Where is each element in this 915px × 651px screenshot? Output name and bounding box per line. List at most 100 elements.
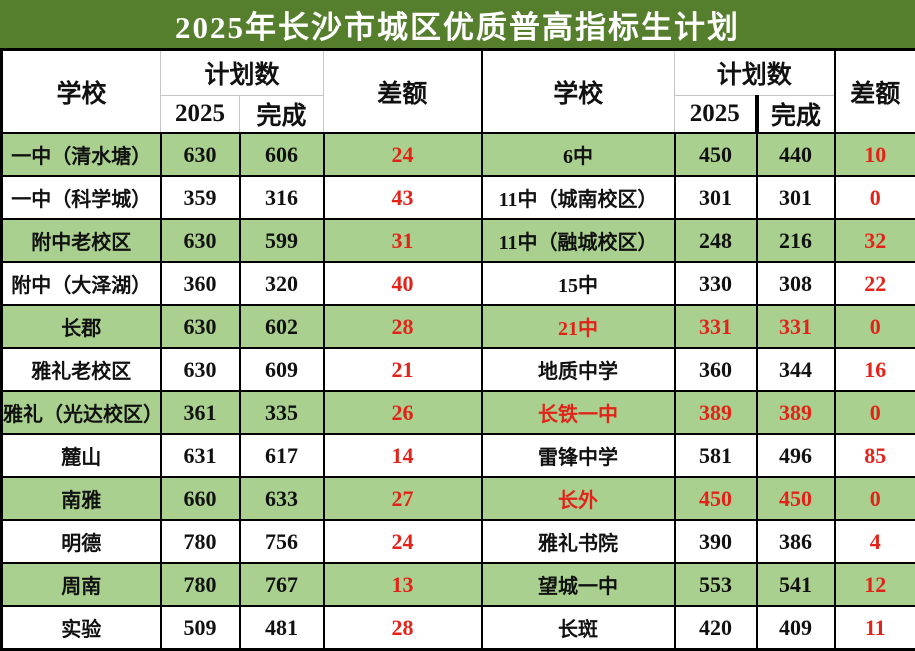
diff-cell: 4 [835, 520, 915, 563]
value-cell: 630 [161, 348, 240, 391]
value-cell: 331 [757, 305, 835, 348]
diff-cell: 12 [835, 563, 915, 606]
value-cell: 630 [161, 219, 240, 262]
value-cell: 633 [240, 477, 324, 520]
value-cell: 335 [240, 391, 324, 434]
school-cell: 明德 [2, 520, 161, 563]
value-cell: 581 [675, 434, 757, 477]
school-cell: 附中（大泽湖） [2, 262, 161, 305]
school-cell: 南雅 [2, 477, 161, 520]
value-cell: 450 [675, 133, 757, 176]
value-cell: 450 [675, 477, 757, 520]
value-cell: 330 [675, 262, 757, 305]
header-done-left: 完成 [240, 96, 324, 134]
value-cell: 553 [675, 563, 757, 606]
value-cell: 331 [675, 305, 757, 348]
diff-cell: 26 [324, 391, 482, 434]
school-cell: 21中 [482, 305, 675, 348]
header-school-right: 学校 [482, 50, 675, 134]
value-cell: 756 [240, 520, 324, 563]
value-cell: 389 [675, 391, 757, 434]
value-cell: 248 [675, 219, 757, 262]
value-cell: 320 [240, 262, 324, 305]
school-cell: 一中（科学城） [2, 176, 161, 219]
value-cell: 630 [161, 133, 240, 176]
school-cell: 6中 [482, 133, 675, 176]
value-cell: 599 [240, 219, 324, 262]
value-cell: 301 [675, 176, 757, 219]
header-plan-right: 计划数 [675, 50, 835, 96]
value-cell: 301 [757, 176, 835, 219]
school-cell: 长斑 [482, 606, 675, 650]
header-year-left: 2025 [161, 96, 240, 134]
diff-cell: 10 [835, 133, 915, 176]
value-cell: 602 [240, 305, 324, 348]
diff-cell: 24 [324, 133, 482, 176]
value-cell: 509 [161, 606, 240, 650]
value-cell: 496 [757, 434, 835, 477]
value-cell: 390 [675, 520, 757, 563]
school-cell: 雅礼（光达校区） [2, 391, 161, 434]
diff-cell: 28 [324, 305, 482, 348]
diff-cell: 16 [835, 348, 915, 391]
diff-cell: 21 [324, 348, 482, 391]
value-cell: 409 [757, 606, 835, 650]
value-cell: 606 [240, 133, 324, 176]
value-cell: 630 [161, 305, 240, 348]
diff-cell: 0 [835, 391, 915, 434]
header-year-right: 2025 [675, 96, 757, 134]
diff-cell: 27 [324, 477, 482, 520]
value-cell: 541 [757, 563, 835, 606]
value-cell: 609 [240, 348, 324, 391]
school-cell: 附中老校区 [2, 219, 161, 262]
value-cell: 440 [757, 133, 835, 176]
value-cell: 361 [161, 391, 240, 434]
value-cell: 420 [675, 606, 757, 650]
value-cell: 617 [240, 434, 324, 477]
school-cell: 雅礼老校区 [2, 348, 161, 391]
school-cell: 雅礼书院 [482, 520, 675, 563]
value-cell: 344 [757, 348, 835, 391]
header-done-right: 完成 [757, 96, 835, 134]
diff-cell: 28 [324, 606, 482, 650]
school-cell: 15中 [482, 262, 675, 305]
diff-cell: 14 [324, 434, 482, 477]
value-cell: 316 [240, 176, 324, 219]
value-cell: 450 [757, 477, 835, 520]
page: 2025年长沙市城区优质普高指标生计划 学校 计划数 差额 学校 计划数 差额 … [0, 0, 915, 624]
header-diff-left: 差额 [324, 50, 482, 134]
school-cell: 长郡 [2, 305, 161, 348]
table-header: 学校 计划数 差额 学校 计划数 差额 2025 完成 2025 完成 [2, 50, 915, 134]
school-cell: 地质中学 [482, 348, 675, 391]
value-cell: 359 [161, 176, 240, 219]
school-cell: 周南 [2, 563, 161, 606]
diff-cell: 0 [835, 176, 915, 219]
value-cell: 386 [757, 520, 835, 563]
value-cell: 308 [757, 262, 835, 305]
diff-cell: 0 [835, 477, 915, 520]
diff-cell: 43 [324, 176, 482, 219]
header-diff-right: 差额 [835, 50, 915, 134]
header-plan-left: 计划数 [161, 50, 324, 96]
school-cell: 麓山 [2, 434, 161, 477]
page-title: 2025年长沙市城区优质普高指标生计划 [0, 0, 915, 48]
value-cell: 360 [161, 262, 240, 305]
plan-table: 学校 计划数 差额 学校 计划数 差额 2025 完成 2025 完成 一中（清… [0, 48, 915, 651]
school-cell: 一中（清水塘） [2, 133, 161, 176]
value-cell: 767 [240, 563, 324, 606]
value-cell: 780 [161, 520, 240, 563]
school-cell: 11中（融城校区） [482, 219, 675, 262]
diff-cell: 22 [835, 262, 915, 305]
diff-cell: 40 [324, 262, 482, 305]
